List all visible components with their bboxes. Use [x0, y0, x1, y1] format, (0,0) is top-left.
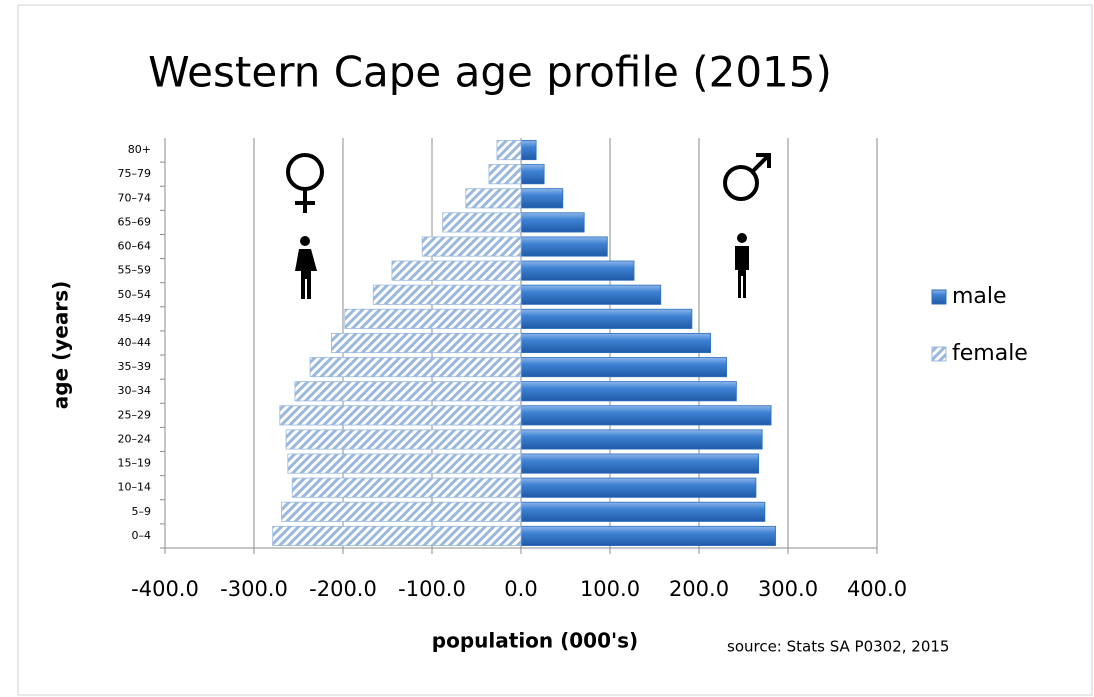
male-icon	[737, 233, 747, 243]
y-tick-label: 40–44	[118, 336, 152, 349]
male-symbol	[723, 165, 759, 201]
y-tick-label: 80+	[128, 143, 151, 156]
y-tick-label: 20–24	[118, 432, 152, 445]
bar	[520, 236, 608, 257]
bar	[287, 453, 522, 474]
bar	[331, 332, 522, 354]
y-tick-label: 50–54	[118, 288, 152, 301]
bar	[520, 188, 564, 209]
bar	[520, 212, 585, 233]
x-tick-label: 300.0	[758, 577, 818, 601]
y-tick-label: 25–29	[118, 408, 152, 421]
male-symbol	[750, 154, 770, 174]
x-tick-label: -100.0	[398, 577, 466, 601]
y-tick-label: 60–64	[118, 240, 152, 253]
y-tick-label: 75–79	[118, 167, 152, 180]
y-tick-label: 65–69	[118, 215, 152, 228]
bar	[520, 332, 711, 354]
x-axis-title: population (000's)	[432, 629, 638, 653]
x-tick-label: 400.0	[847, 577, 907, 601]
legend-label: female	[952, 341, 1028, 366]
bar	[291, 477, 522, 498]
x-tick-label: -300.0	[220, 577, 288, 601]
bar	[520, 284, 662, 305]
y-tick-label: 0–4	[132, 529, 152, 542]
x-tick-label: 100.0	[580, 577, 640, 601]
bar	[520, 308, 693, 329]
bar	[421, 236, 522, 257]
x-tick-label: -200.0	[309, 577, 377, 601]
x-tick-label: -400.0	[131, 577, 199, 601]
y-tick-label: 55–59	[118, 264, 152, 277]
bar	[285, 429, 522, 450]
chart-title: Western Cape age profile (2015)	[148, 48, 832, 97]
y-tick-label: 15–19	[118, 457, 152, 470]
bar	[520, 357, 727, 378]
bar	[279, 405, 522, 426]
gender-icons	[286, 153, 771, 213]
bar	[465, 188, 522, 209]
bar	[520, 140, 537, 161]
bar	[520, 429, 763, 450]
female-icon	[295, 249, 317, 299]
bar	[281, 501, 522, 522]
legend-swatch	[931, 289, 947, 305]
y-tick-label: 5–9	[132, 505, 152, 518]
x-tick-label: 0.0	[504, 577, 537, 601]
y-tick-label: 30–34	[118, 384, 152, 397]
bar	[309, 357, 522, 378]
bar	[372, 284, 522, 305]
bar	[442, 212, 522, 233]
bar	[294, 381, 522, 402]
y-tick-label: 10–14	[118, 481, 152, 494]
source-note: source: Stats SA P0302, 2015	[727, 638, 949, 656]
bar	[520, 525, 776, 546]
bar	[520, 164, 545, 185]
female-icon	[300, 236, 310, 246]
male-icon	[735, 246, 749, 298]
x-tick-label: 200.0	[669, 577, 729, 601]
bar	[520, 453, 760, 474]
y-tick-label: 35–39	[118, 360, 152, 373]
bar	[488, 164, 522, 185]
y-tick-label: 70–74	[118, 191, 152, 204]
person-icons	[295, 233, 749, 299]
bar	[520, 501, 766, 522]
y-axis-title: age (years)	[49, 281, 73, 410]
legend-label: male	[952, 284, 1007, 309]
bar	[520, 381, 737, 402]
bar	[520, 260, 635, 281]
bar	[520, 405, 772, 426]
bar	[391, 260, 522, 281]
bar	[520, 477, 757, 498]
bar	[344, 308, 522, 329]
bar	[496, 140, 522, 161]
male-symbol	[756, 153, 771, 168]
legend-swatch	[931, 346, 947, 362]
y-tick-label: 45–49	[118, 312, 152, 325]
bar	[272, 525, 522, 546]
